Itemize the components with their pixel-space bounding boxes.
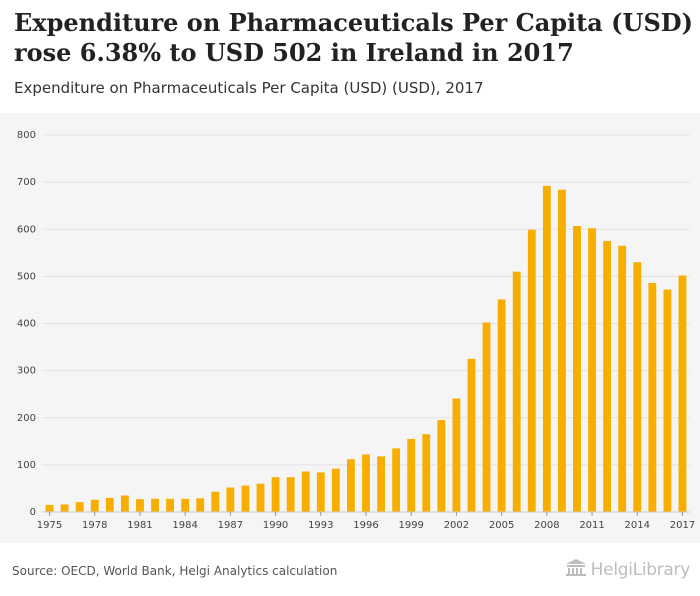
x-tick-label: 1996 — [353, 520, 378, 531]
y-tick-label: 500 — [17, 271, 36, 282]
bar-1996 — [362, 454, 370, 512]
bar-2014 — [633, 262, 642, 512]
bar-1976 — [60, 504, 69, 512]
bar-1990 — [271, 477, 280, 512]
bar-1984 — [181, 498, 190, 512]
library-building-icon — [565, 558, 587, 581]
bar-2007 — [527, 229, 536, 512]
bar-1982 — [151, 498, 159, 512]
bar-1980 — [120, 495, 129, 512]
x-tick-label: 2011 — [579, 520, 604, 531]
bar-1991 — [286, 477, 295, 512]
bar-1986 — [211, 491, 220, 512]
bar-1992 — [301, 471, 310, 512]
logo-text: HelgiLibrary — [590, 559, 691, 580]
bar-1989 — [256, 483, 265, 512]
y-tick-label: 200 — [17, 413, 36, 424]
x-tick-label: 1975 — [37, 520, 62, 531]
chart-title: Expenditure on Pharmaceuticals Per Capit… — [14, 8, 693, 67]
bar-2017 — [678, 275, 687, 512]
bar-2002 — [452, 398, 461, 512]
bar-2008 — [542, 185, 551, 512]
bar-chart: 0 100 200 300 400 500 600 700 800 1975 1978 1981 198… — [17, 130, 695, 531]
bar-1999 — [407, 438, 416, 512]
bar-1975 — [45, 504, 54, 512]
x-tick-label: 1981 — [127, 520, 152, 531]
bar-2000 — [422, 434, 431, 512]
x-tick-label: 1987 — [218, 520, 243, 531]
y-tick-label: 0 — [30, 507, 36, 518]
x-tick-label: 2014 — [625, 520, 650, 531]
x-tick-label: 2017 — [670, 520, 695, 531]
x-tick-label: 1993 — [308, 520, 333, 531]
bar-2005 — [497, 299, 506, 512]
source-note: Source: OECD, World Bank, Helgi Analytic… — [12, 564, 338, 578]
bar-2001 — [437, 420, 446, 512]
chart-subtitle: Expenditure on Pharmaceuticals Per Capit… — [14, 79, 484, 97]
chart-panel: 0 100 200 300 400 500 600 700 800 1975 1978 1981 198… — [0, 113, 700, 543]
bar-2004 — [482, 322, 491, 512]
x-tick-label: 1990 — [263, 520, 288, 531]
bar-1987 — [226, 487, 235, 512]
bar-2009 — [557, 189, 566, 512]
bar-2013 — [618, 245, 627, 512]
x-tick-label: 1984 — [172, 520, 197, 531]
bar-2011 — [588, 228, 596, 512]
y-tick-label: 800 — [17, 130, 36, 141]
bar-1978 — [90, 499, 99, 512]
bar-1985 — [196, 498, 205, 512]
bar-1983 — [166, 498, 175, 512]
x-tick-label: 2005 — [489, 520, 514, 531]
y-tick-label: 400 — [17, 319, 36, 330]
bar-2006 — [512, 271, 521, 512]
bar-2015 — [648, 282, 657, 512]
bar-1977 — [75, 502, 84, 512]
x-tick-label: 2002 — [444, 520, 469, 531]
y-tick-label: 600 — [17, 224, 36, 235]
bar-2010 — [573, 225, 581, 513]
bar-1995 — [347, 459, 355, 512]
helgi-library-logo: HelgiLibrary — [565, 558, 690, 581]
x-tick-label: 2008 — [534, 520, 559, 531]
bar-1998 — [392, 448, 401, 512]
bar-1981 — [136, 499, 144, 512]
x-tick-label: 1999 — [398, 520, 423, 531]
bar-2012 — [603, 241, 612, 512]
bar-1979 — [105, 497, 114, 512]
bar-1994 — [331, 468, 340, 512]
y-tick-label: 100 — [17, 460, 36, 471]
bar-1997 — [377, 456, 385, 512]
bar-2003 — [467, 358, 476, 512]
bar-1993 — [316, 472, 325, 512]
x-tick-label: 1978 — [82, 520, 107, 531]
y-tick-label: 300 — [17, 366, 36, 377]
y-tick-label: 700 — [17, 177, 36, 188]
bar-1988 — [241, 485, 250, 512]
bar-2016 — [663, 289, 672, 512]
